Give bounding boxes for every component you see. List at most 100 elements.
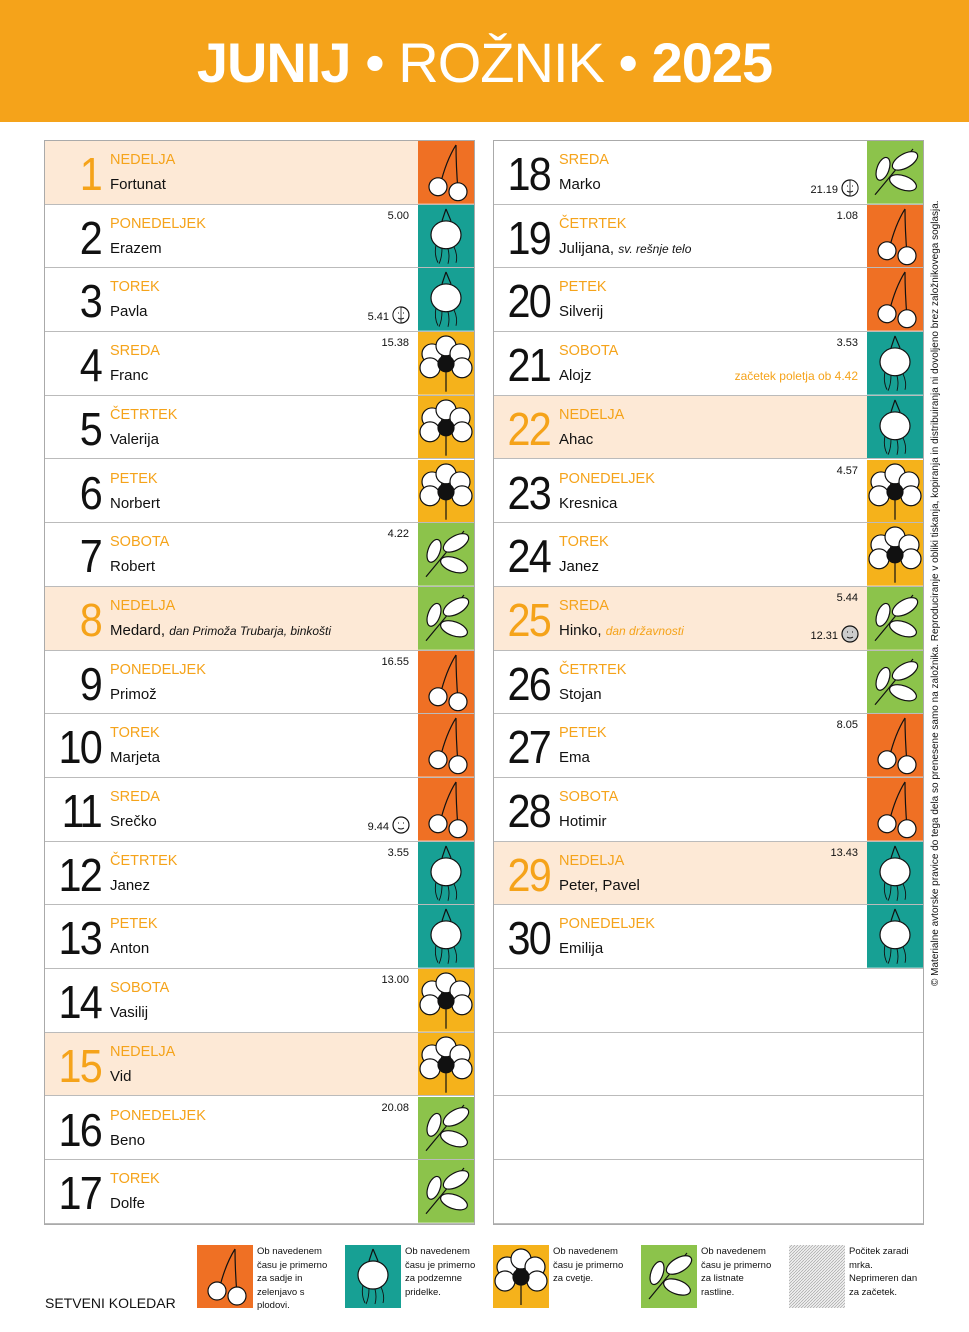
name: Vid: [110, 1067, 132, 1085]
weekday: NEDELJA: [559, 852, 625, 869]
icon-shape: [891, 151, 919, 171]
weekday: PONEDELJEK: [110, 661, 206, 678]
name: Norbert: [110, 494, 161, 512]
icon-shape: [441, 272, 452, 285]
day-row: 5 ČETRTEK Valerija: [45, 395, 474, 460]
weekday: PETEK: [110, 916, 158, 933]
day-row: 12 ČETRTEK Janez 3.55: [45, 841, 474, 906]
icon-shape: [451, 994, 473, 1016]
icon-shape: [207, 1281, 227, 1301]
plant-icon: [418, 204, 474, 268]
name-day: Beno: [110, 1132, 145, 1149]
icon-shape: [437, 992, 455, 1010]
day-number: 5: [79, 402, 103, 455]
day-number: 19: [507, 211, 552, 264]
day-number: 17: [58, 1167, 103, 1220]
day-row: 2 PONEDELJEK Erazem 5.00: [45, 204, 474, 269]
plant-icon: [641, 1245, 697, 1308]
icon-shape: [426, 539, 442, 564]
day-row: 24 TOREK Janez: [494, 523, 923, 587]
name: Julijana,: [559, 239, 615, 257]
icon-shape: [361, 1284, 385, 1305]
icon-shape: [883, 435, 907, 455]
weekday: ČETRTEK: [559, 215, 627, 232]
icon-shape: [890, 399, 901, 412]
icon-shape: [883, 945, 907, 965]
name-day: Emilija: [559, 940, 603, 957]
plant-icon: [418, 714, 474, 777]
icon-shape: [430, 857, 462, 887]
icon-shape: [890, 845, 901, 858]
icon-shape: [437, 482, 455, 500]
footer-label: SETVENI KOLEDAR: [45, 1295, 176, 1311]
name: Hotimir: [559, 813, 607, 830]
time: 4.22: [387, 528, 409, 541]
name: Anton: [110, 940, 150, 958]
icon-shape: [451, 1058, 473, 1080]
icon-shape: [440, 619, 468, 638]
icon-shape: [900, 548, 922, 570]
icon-shape: [357, 1260, 389, 1290]
separator: •: [365, 31, 385, 94]
plant-icon: [418, 1096, 474, 1160]
weekday: SREDA: [110, 343, 160, 360]
weekday: SOBOTA: [559, 789, 619, 805]
icon-shape: [789, 1245, 845, 1308]
legend-swatch: [345, 1245, 401, 1308]
icon-shape: [442, 1106, 470, 1127]
moon-time: 5.41: [367, 311, 389, 324]
day-number: 24: [507, 530, 552, 583]
plant-icon: [493, 1245, 549, 1308]
name: Srečko: [110, 813, 157, 830]
legend-swatch: [197, 1245, 253, 1308]
icon-shape: [897, 819, 917, 839]
name-day: Hotimir: [559, 813, 607, 830]
day-number: 7: [79, 530, 103, 583]
icon-shape: [451, 357, 473, 379]
plant-icon: [418, 141, 474, 204]
time: 13.00: [381, 974, 409, 987]
icon-shape: [426, 602, 442, 627]
moon-phase: [841, 179, 859, 197]
weekday: NEDELJA: [110, 152, 176, 168]
name-day: Vid: [110, 1068, 131, 1085]
plant-icon: [418, 778, 474, 841]
icon-shape: [434, 308, 458, 328]
plant-icon: [867, 332, 923, 395]
name-day: Silverij: [559, 303, 603, 320]
plant-icon: [418, 905, 474, 969]
icon-shape: [846, 185, 854, 193]
plant-icon: [418, 1160, 474, 1223]
day-number: 25: [507, 593, 552, 646]
icon-shape: [440, 1129, 468, 1147]
name-day: Ahac: [559, 431, 593, 448]
day-number: 29: [507, 848, 552, 901]
day-number: 6: [79, 466, 103, 519]
name: Janez: [559, 558, 600, 576]
icon-shape: [886, 482, 904, 500]
icon-shape: [846, 631, 854, 639]
plant-icon: [867, 586, 923, 650]
icon-shape: [437, 355, 455, 373]
plant-icon: [867, 650, 923, 714]
icon-shape: [428, 750, 448, 770]
plant-icon: [867, 714, 923, 777]
day-row: 11 SREDA Srečko 9.44: [45, 778, 474, 842]
icon-shape: [428, 177, 448, 197]
weekday: PONEDELJEK: [559, 470, 655, 487]
icon-shape: [441, 909, 452, 922]
icon-shape: [442, 596, 470, 617]
day-row: 26 ČETRTEK Stojan: [494, 650, 923, 715]
name-day: Hinko, dan državnosti: [559, 622, 684, 639]
name-day: Peter, Pavel: [559, 877, 640, 894]
name: Stojan: [559, 685, 602, 703]
day-row: 30 PONEDELJEK Emilija: [494, 905, 923, 970]
name-day: Alojz: [559, 367, 592, 384]
weekday: ČETRTEK: [559, 661, 627, 678]
day-number: 26: [507, 657, 552, 710]
day-row: 21 SOBOTA Alojz 3.53 začetek poletja ob 4.42: [494, 332, 923, 396]
name: Silverij: [559, 303, 604, 321]
day-row: 7 SOBOTA Robert 4.22: [45, 523, 474, 587]
icon-shape: [868, 548, 890, 570]
